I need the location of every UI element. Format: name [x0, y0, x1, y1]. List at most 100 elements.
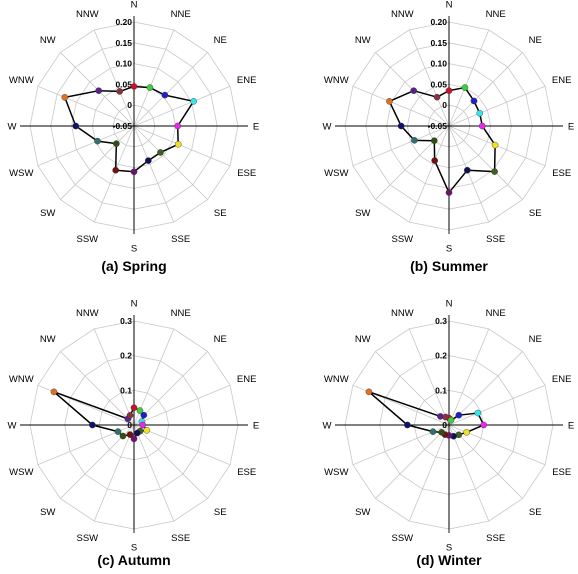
spoke-sse	[133, 125, 175, 223]
data-point-ne	[161, 91, 169, 99]
direction-label-e: E	[253, 421, 259, 432]
spoke-ne	[448, 351, 523, 426]
direction-label-nw: NW	[40, 334, 56, 345]
direction-label-se: SE	[214, 208, 227, 219]
direction-label-ssw: SSW	[76, 533, 98, 544]
wind-rose-panel-3: 0 0.1 0.2 0.3 N NNE NE ENE E ESE SE SSE S SSW SW WSW W WN…	[8, 299, 260, 569]
direction-label-ne: NE	[214, 334, 227, 345]
data-point-wnw	[61, 94, 69, 101]
direction-label-ne: NE	[214, 35, 227, 46]
direction-label-ssw: SSW	[391, 533, 413, 544]
direction-label-sw: SW	[355, 507, 370, 518]
spoke-se	[133, 424, 208, 499]
tick-label: 0.3	[435, 316, 447, 326]
spoke-nnw	[93, 29, 135, 127]
data-point-nne	[447, 416, 455, 424]
spoke-ene	[133, 85, 231, 127]
spoke-ne	[133, 52, 208, 127]
spoke-nne	[133, 29, 175, 127]
direction-label-sse: SSE	[171, 234, 190, 245]
data-point-wsw	[94, 137, 101, 145]
direction-label-n: N	[446, 0, 453, 11]
spoke-wnw	[352, 85, 450, 127]
direction-label-sse: SSE	[171, 533, 190, 544]
direction-label-ne: NE	[529, 334, 542, 345]
direction-label-w: W	[323, 122, 332, 133]
data-point-nnw	[433, 93, 441, 101]
spoke-ssw	[408, 424, 450, 522]
tick-label: 0	[442, 420, 447, 430]
data-point-e	[174, 122, 181, 130]
spoke-wsw	[352, 125, 450, 167]
data-point-se	[157, 149, 164, 156]
data-point-sw	[438, 429, 445, 436]
direction-label-s: S	[131, 543, 137, 554]
direction-label-ene: ENE	[237, 374, 257, 385]
direction-label-wsw: WSW	[324, 467, 348, 478]
tick-label: 0.2	[435, 351, 447, 361]
direction-label-wsw: WSW	[9, 168, 33, 179]
direction-label-s: S	[446, 543, 452, 554]
spoke-nnw	[93, 328, 135, 426]
direction-label-sw: SW	[40, 208, 55, 219]
spoke-ene	[448, 384, 546, 426]
direction-label-nne: NNE	[171, 308, 191, 319]
direction-label-wnw: WNW	[9, 75, 34, 86]
spoke-ne	[133, 351, 208, 426]
spoke-sse	[448, 125, 490, 223]
direction-label-ssw: SSW	[391, 234, 413, 245]
direction-label-w: W	[323, 421, 332, 432]
data-point-n	[130, 404, 138, 411]
direction-label-nne: NNE	[486, 9, 506, 20]
tick-label: 0.15	[430, 38, 447, 48]
data-point-nnw	[116, 88, 123, 95]
data-point-sse	[145, 157, 152, 164]
direction-label-nne: NNE	[486, 308, 506, 319]
data-point-s	[130, 168, 138, 176]
data-point-s	[445, 189, 453, 196]
spoke-se	[133, 125, 208, 200]
data-point-nnw	[126, 412, 134, 419]
direction-label-s: S	[446, 244, 452, 255]
direction-label-w: W	[8, 122, 17, 133]
data-point-ene	[476, 109, 484, 117]
spoke-ne	[448, 52, 523, 127]
data-point-ssw	[112, 166, 119, 174]
tick-label: -0.05	[428, 121, 448, 131]
data-point-ese	[491, 141, 499, 149]
tick-label: 0	[127, 100, 132, 110]
wind-rose-panel-4: 0 0.1 0.2 0.3 N NNE NE ENE E ESE SE SSE S SSW SW WSW W WN…	[323, 299, 575, 569]
panel-caption: (c) Autumn	[97, 552, 170, 568]
data-point-sw	[113, 140, 120, 147]
direction-label-wnw: WNW	[324, 75, 349, 86]
data-point-se	[491, 168, 498, 175]
data-point-ene	[190, 98, 197, 105]
data-point-sse	[464, 166, 471, 174]
data-point-sw	[119, 432, 127, 440]
direction-label-nnw: NNW	[391, 9, 414, 20]
direction-label-n: N	[446, 299, 453, 310]
wind-rose-panel-2: -0.05 0 0.05 0.10 0.15 0.20 N NNE NE ENE E ESE SE SSE…	[323, 0, 575, 274]
direction-label-ne: NE	[529, 35, 542, 46]
direction-label-sw: SW	[40, 507, 55, 518]
data-point-nne	[146, 84, 154, 91]
direction-label-nnw: NNW	[76, 308, 99, 319]
spoke-ese	[133, 125, 231, 167]
data-point-w	[397, 122, 405, 130]
direction-label-sw: SW	[355, 208, 370, 219]
spoke-ene	[133, 384, 231, 426]
direction-label-wnw: WNW	[324, 374, 349, 385]
spoke-nw	[60, 351, 135, 426]
tick-label: 0.10	[430, 59, 447, 69]
direction-label-ene: ENE	[552, 75, 572, 86]
data-point-nw	[95, 87, 102, 94]
direction-label-wsw: WSW	[324, 168, 348, 179]
spoke-nne	[448, 328, 490, 426]
direction-label-ene: ENE	[237, 75, 257, 86]
data-point-ne	[470, 97, 478, 105]
direction-label-w: W	[8, 421, 17, 432]
data-point-wnw	[365, 388, 373, 396]
tick-label: -0.05	[113, 121, 133, 131]
direction-label-e: E	[568, 122, 574, 133]
